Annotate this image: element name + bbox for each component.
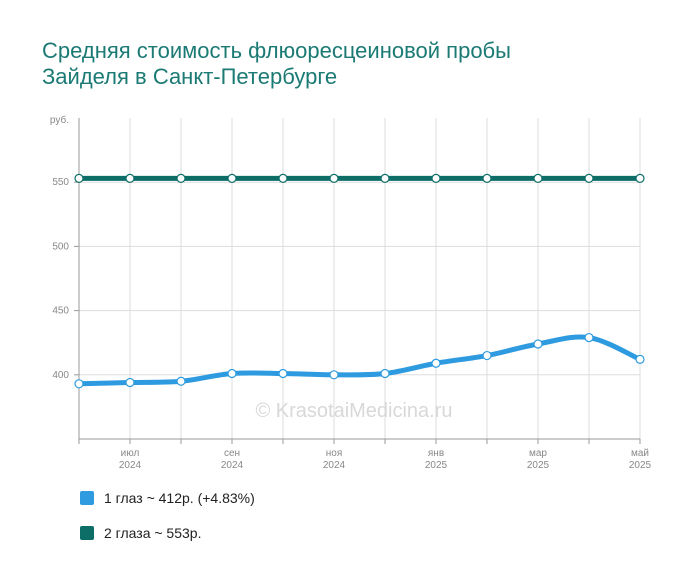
x-tick-month-label: май	[631, 448, 649, 459]
axes: 400450500550руб.июл2024сен2024ноя2024янв…	[50, 114, 652, 471]
watermark: © KrasotaiMedicina.ru	[255, 400, 452, 422]
data-point-2-eyes	[227, 173, 237, 183]
y-tick-label: 400	[52, 370, 69, 381]
x-tick-year-label: 2025	[425, 460, 448, 471]
data-point-2-eyes	[380, 173, 390, 183]
data-point-1-eye	[227, 368, 237, 379]
y-tick-label: 500	[52, 241, 69, 252]
x-tick-month-label: сен	[224, 448, 240, 459]
x-tick-year-label: 2025	[527, 460, 550, 471]
data-point-2-eyes	[176, 173, 186, 183]
legend-item-1-eye[interactable]: 1 глаз ~ 412р. (+4.83%)	[80, 490, 255, 506]
data-point-2-eyes	[635, 173, 645, 183]
data-point-2-eyes	[431, 173, 441, 183]
y-tick-label: 550	[52, 177, 69, 188]
x-tick-year-label: 2024	[119, 460, 142, 471]
x-tick-month-label: мар	[529, 448, 547, 459]
data-point-2-eyes	[533, 173, 543, 183]
data-point-2-eyes	[125, 173, 135, 183]
data-point-2-eyes	[74, 173, 84, 183]
chart-title: Средняя стоимость флюоресцеиновой пробы …	[42, 38, 662, 90]
data-point-2-eyes	[278, 173, 288, 183]
data-point-2-eyes	[584, 173, 594, 183]
x-tick-month-label: янв	[428, 448, 444, 459]
data-point-1-eye	[176, 376, 186, 386]
data-point-1-eye	[635, 354, 645, 364]
x-tick-month-label: июл	[121, 448, 140, 459]
data-point-1-eye	[329, 370, 339, 380]
legend-label-2-eyes: 2 глаза ~ 553р.	[104, 525, 202, 541]
data-point-1-eye	[278, 368, 288, 379]
data-point-2-eyes	[329, 173, 339, 183]
x-tick-year-label: 2025	[629, 460, 652, 471]
legend-swatch-1-eye	[80, 491, 94, 505]
grid	[78, 118, 641, 439]
legend-label-1-eye: 1 глаз ~ 412р. (+4.83%)	[104, 490, 255, 506]
x-tick-month-label: ноя	[326, 448, 343, 459]
legend-swatch-2-eyes	[80, 526, 94, 540]
x-tick-year-label: 2024	[221, 460, 244, 471]
data-point-1-eye	[74, 379, 84, 389]
data-point-1-eye	[431, 358, 441, 368]
data-point-1-eye	[533, 339, 543, 349]
chart-title-line-2: Зайделя в Санкт-Петербурге	[42, 64, 338, 89]
y-unit-label: руб.	[50, 114, 69, 126]
data-point-1-eye	[482, 350, 492, 361]
data-point-1-eye	[584, 332, 594, 343]
y-tick-label: 450	[52, 306, 69, 317]
data-point-1-eye	[125, 377, 135, 388]
data-point-1-eye	[380, 368, 390, 379]
x-tick-year-label: 2024	[323, 460, 346, 471]
series-line-1-eye	[76, 334, 643, 387]
data-point-2-eyes	[482, 173, 492, 183]
legend-item-2-eyes[interactable]: 2 глаза ~ 553р.	[80, 525, 201, 541]
chart-title-line-1: Средняя стоимость флюоресцеиновой пробы	[42, 38, 511, 63]
series	[74, 173, 645, 389]
